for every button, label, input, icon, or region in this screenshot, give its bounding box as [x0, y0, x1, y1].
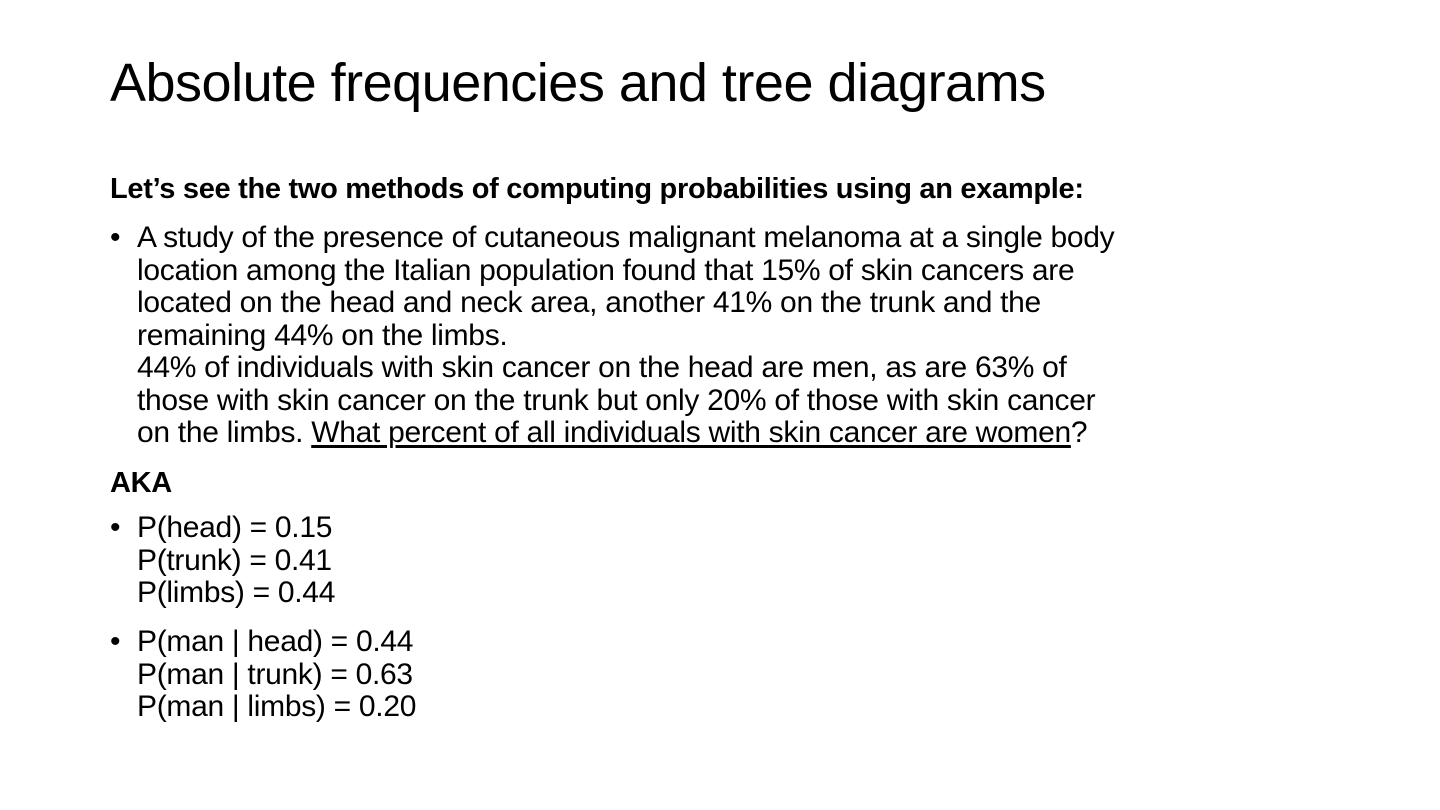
- study-bullet: • A study of the presence of cutaneous m…: [110, 221, 1350, 450]
- question-mark: ?: [1070, 416, 1088, 449]
- bullet-dot: •: [110, 625, 121, 658]
- study-line: remaining 44% on the limbs.: [137, 318, 508, 352]
- bullet-dot: •: [110, 221, 121, 254]
- study-line: those with skin cancer on the trunk but …: [137, 383, 1096, 417]
- study-question: What percent of all individuals with ski…: [311, 416, 1071, 449]
- prob-man-given-limbs: P(man | limbs) = 0.20: [137, 690, 417, 723]
- prob-trunk: P(trunk) = 0.41: [137, 543, 332, 577]
- study-line: 44% of individuals with skin cancer on t…: [137, 351, 1067, 384]
- prob-limbs: P(limbs) = 0.44: [137, 576, 336, 609]
- study-line-prefix: on the limbs.: [137, 416, 312, 449]
- intro-heading: Let’s see the two methods of computing p…: [110, 173, 1084, 205]
- conditional-probabilities-bullet: • P(man | head) = 0.44 P(man | trunk) = …: [110, 625, 1350, 724]
- study-question-line: on the limbs. What percent of all indivi…: [137, 416, 1350, 450]
- study-line: A study of the presence of cutaneous mal…: [137, 221, 1115, 254]
- study-line: located on the head and neck area, anoth…: [137, 286, 1041, 319]
- slide-title: Absolute frequencies and tree diagrams: [110, 53, 1046, 113]
- prob-man-given-head: P(man | head) = 0.44: [137, 625, 414, 658]
- prob-man-given-trunk: P(man | trunk) = 0.63: [137, 657, 413, 691]
- location-probabilities: P(head) = 0.15 P(trunk) = 0.41 P(limbs) …: [137, 511, 1350, 610]
- conditional-probabilities: P(man | head) = 0.44 P(man | trunk) = 0.…: [137, 625, 1350, 724]
- study-line: location among the Italian population fo…: [137, 253, 1075, 287]
- study-text: A study of the presence of cutaneous mal…: [137, 221, 1350, 450]
- prob-head: P(head) = 0.15: [137, 511, 333, 544]
- aka-heading: AKA: [110, 467, 172, 499]
- bullet-dot: •: [110, 511, 121, 544]
- location-probabilities-bullet: • P(head) = 0.15 P(trunk) = 0.41 P(limbs…: [110, 511, 1350, 610]
